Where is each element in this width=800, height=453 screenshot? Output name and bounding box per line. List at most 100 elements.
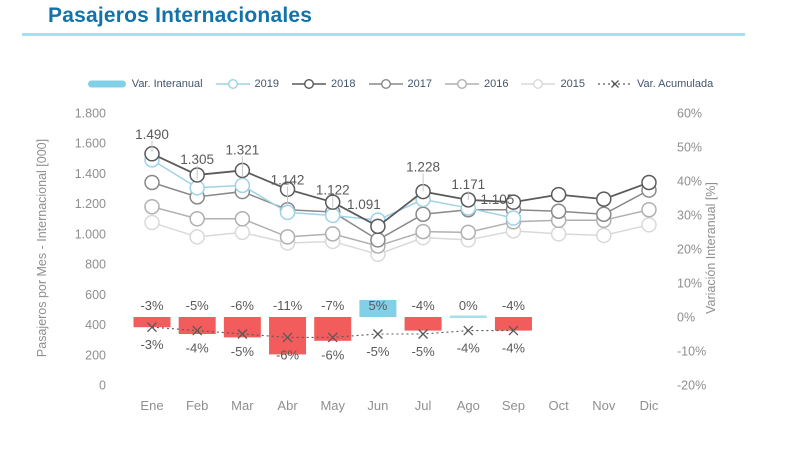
var-acumulada-marker[interactable]	[463, 325, 474, 336]
data-point-2019[interactable]	[324, 207, 341, 224]
data-point-2015[interactable]	[234, 224, 251, 241]
data-point-2015[interactable]	[144, 214, 160, 231]
legend-item-2018[interactable]: 2018	[292, 78, 356, 90]
legend-swatch-dash	[597, 80, 632, 88]
data-point-2017[interactable]	[370, 232, 386, 248]
data-point-2015[interactable]	[641, 217, 657, 233]
series-line-2017	[151, 181, 650, 241]
var-acumulada-marker[interactable]	[327, 332, 338, 343]
left-axis-tick: 1.800	[75, 107, 106, 121]
bar-var-interanual[interactable]	[223, 317, 261, 338]
data-point-2016[interactable]	[279, 229, 296, 245]
bar-var-interanual[interactable]	[359, 300, 397, 317]
legend-item-2016[interactable]: 2016	[444, 78, 508, 90]
var-acumulada-marker[interactable]	[372, 329, 383, 339]
legend-label: 2015	[560, 78, 585, 90]
legend-swatch-line	[215, 78, 250, 90]
data-label-2019: 1.228	[406, 159, 440, 174]
data-point-2016[interactable]	[415, 223, 431, 240]
legend-label: 2018	[331, 78, 356, 90]
left-axis-tick: 1.400	[75, 167, 106, 181]
bar-var-interanual[interactable]	[314, 317, 352, 341]
data-point-2018[interactable]	[596, 191, 612, 207]
var-acumulada-label: -4%	[186, 341, 210, 356]
legend-item-2017[interactable]: 2017	[368, 78, 432, 90]
left-axis-title: Pasajeros por Mes - Internacional [000]	[35, 139, 49, 357]
data-point-2015[interactable]	[189, 229, 205, 245]
data-point-2017[interactable]	[596, 206, 612, 222]
x-axis-label-ene: Ene	[140, 398, 163, 413]
var-acumulada-marker[interactable]	[192, 325, 203, 336]
data-label-2019: 1.321	[225, 142, 259, 157]
var-acumulada-marker[interactable]	[282, 332, 293, 343]
bar-var-interanual-zero[interactable]	[449, 315, 487, 319]
bar-var-interanual[interactable]	[269, 317, 307, 355]
bar-value-label: -6%	[231, 298, 255, 313]
data-point-2019[interactable]	[279, 204, 296, 221]
legend-label: Var. Interanual	[131, 78, 203, 90]
legend-item-2015[interactable]: 2015	[521, 78, 585, 90]
bar-value-label: -11%	[273, 298, 303, 313]
legend-swatch-line	[521, 78, 556, 90]
data-point-2018[interactable]	[641, 174, 657, 191]
data-point-2016[interactable]	[144, 198, 160, 215]
left-axis-tick: 1.200	[75, 197, 106, 211]
var-acumulada-marker[interactable]	[418, 329, 429, 339]
left-axis-tick: 0	[99, 379, 106, 393]
bar-var-interanual[interactable]	[133, 317, 171, 328]
bar-value-label: -7%	[321, 298, 345, 313]
var-acumulada-marker[interactable]	[508, 325, 519, 336]
chart-legend: Var. Interanual 2019 2018 2017 2016 2015	[0, 78, 800, 90]
data-point-2018[interactable]	[370, 218, 386, 235]
legend-label: 2017	[407, 78, 432, 90]
bar-value-label: -4%	[412, 298, 436, 313]
var-acumulada-marker[interactable]	[237, 329, 248, 339]
x-axis-label-may: May	[320, 398, 345, 413]
legend-swatch-line	[444, 78, 479, 90]
data-point-2018[interactable]	[505, 194, 522, 210]
data-point-2018[interactable]	[550, 186, 567, 203]
var-acumulada-label: -5%	[231, 344, 255, 359]
right-axis-tick: 10%	[677, 277, 702, 291]
data-point-2019[interactable]	[505, 210, 522, 226]
right-axis-title: Variación Interanual [%]	[704, 182, 718, 314]
page-title: Pasajeros Internacionales	[48, 4, 313, 27]
data-point-2016[interactable]	[460, 224, 477, 241]
data-label-2019: 1.091	[347, 197, 381, 212]
var-acumulada-label: -6%	[276, 347, 300, 362]
data-point-2017[interactable]	[550, 203, 567, 219]
data-point-2017[interactable]	[144, 174, 160, 191]
bar-var-interanual[interactable]	[404, 317, 442, 331]
legend-swatch-bar	[87, 80, 126, 88]
data-label-2019: 1.305	[180, 152, 214, 167]
title-underline	[22, 33, 745, 36]
bar-value-label: -4%	[502, 298, 526, 313]
data-point-2015[interactable]	[550, 226, 567, 242]
plot-area: 0 200 400 600 800 1.000 1.200 1.400 1.600 1.800 -2…	[75, 107, 706, 414]
data-point-2016[interactable]	[641, 201, 657, 218]
data-point-2019[interactable]	[189, 180, 205, 196]
x-axis-label-dic: Dic	[640, 398, 659, 413]
left-axis-tick: 600	[85, 288, 106, 302]
left-axis-tick: 400	[85, 318, 106, 332]
left-axis-tick: 800	[85, 258, 106, 272]
var-acumulada-marker[interactable]	[147, 322, 157, 333]
legend-item-2019[interactable]: 2019	[215, 78, 279, 90]
data-point-2019[interactable]	[234, 177, 251, 194]
legend-item-var-acumulada[interactable]: Var. Acumulada	[597, 78, 713, 90]
bar-value-label: 5%	[369, 298, 388, 313]
data-point-2016[interactable]	[324, 226, 341, 242]
var-acumulada-label: -4%	[502, 341, 526, 356]
x-axis-label-sep: Sep	[502, 398, 525, 413]
legend-item-var-interanual[interactable]: Var. Interanual	[87, 78, 203, 90]
data-point-2017[interactable]	[415, 206, 431, 222]
data-point-2016[interactable]	[189, 211, 205, 227]
var-acumulada-label: -4%	[457, 341, 481, 356]
data-label-2019: 1.105	[481, 192, 515, 207]
data-point-2016[interactable]	[234, 211, 251, 227]
data-point-2015[interactable]	[596, 227, 612, 244]
var-acumulada-label: -3%	[140, 337, 164, 352]
bar-var-interanual[interactable]	[494, 317, 532, 331]
